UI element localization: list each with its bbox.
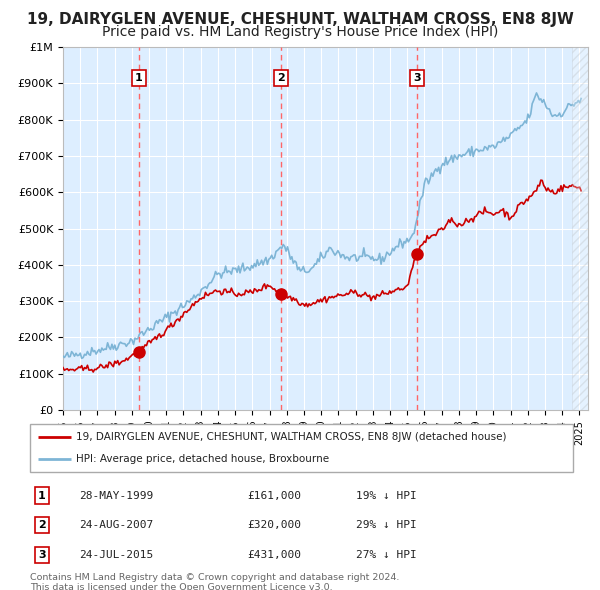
Text: 24-JUL-2015: 24-JUL-2015 — [79, 550, 153, 560]
Text: This data is licensed under the Open Government Licence v3.0.: This data is licensed under the Open Gov… — [30, 583, 332, 590]
Text: 2: 2 — [38, 520, 46, 530]
Text: 24-AUG-2007: 24-AUG-2007 — [79, 520, 153, 530]
Text: Contains HM Land Registry data © Crown copyright and database right 2024.: Contains HM Land Registry data © Crown c… — [30, 573, 400, 582]
Text: 27% ↓ HPI: 27% ↓ HPI — [356, 550, 416, 560]
Bar — [572, 47, 590, 410]
Text: 2: 2 — [277, 73, 284, 83]
Text: Price paid vs. HM Land Registry's House Price Index (HPI): Price paid vs. HM Land Registry's House … — [102, 25, 498, 39]
Text: 19, DAIRYGLEN AVENUE, CHESHUNT, WALTHAM CROSS, EN8 8JW: 19, DAIRYGLEN AVENUE, CHESHUNT, WALTHAM … — [26, 12, 574, 27]
Text: HPI: Average price, detached house, Broxbourne: HPI: Average price, detached house, Brox… — [76, 454, 329, 464]
Text: 19% ↓ HPI: 19% ↓ HPI — [356, 491, 416, 500]
Text: 3: 3 — [38, 550, 46, 560]
Text: 1: 1 — [38, 491, 46, 500]
FancyBboxPatch shape — [30, 424, 573, 472]
Text: £431,000: £431,000 — [247, 550, 301, 560]
Text: £320,000: £320,000 — [247, 520, 301, 530]
Text: £161,000: £161,000 — [247, 491, 301, 500]
Text: 29% ↓ HPI: 29% ↓ HPI — [356, 520, 416, 530]
Text: 19, DAIRYGLEN AVENUE, CHESHUNT, WALTHAM CROSS, EN8 8JW (detached house): 19, DAIRYGLEN AVENUE, CHESHUNT, WALTHAM … — [76, 432, 506, 442]
Text: 3: 3 — [413, 73, 421, 83]
Text: 28-MAY-1999: 28-MAY-1999 — [79, 491, 153, 500]
Text: 1: 1 — [135, 73, 143, 83]
